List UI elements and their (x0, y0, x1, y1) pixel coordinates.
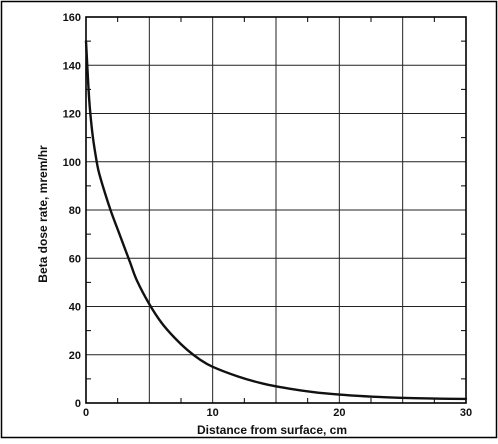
y-tick-label: 120 (63, 109, 81, 121)
y-tick-label: 80 (69, 205, 81, 217)
plot-area (85, 16, 467, 404)
x-axis-ticks: 0 10 20 30 (83, 17, 472, 419)
y-tick-label: 140 (63, 60, 81, 72)
x-tick-label: 10 (207, 407, 219, 419)
grid-lines (86, 17, 466, 403)
x-tick-label: 20 (333, 407, 345, 419)
y-tick-label: 20 (69, 350, 81, 362)
x-tick-label: 30 (460, 407, 472, 419)
x-axis-label: Distance from surface, cm (197, 423, 347, 437)
y-tick-label: 60 (69, 253, 81, 265)
y-axis-ticks: 0 20 40 60 80 100 120 140 160 (63, 12, 466, 410)
y-tick-label: 0 (75, 398, 81, 410)
series-group (84, 39, 468, 401)
series-line (84, 39, 468, 401)
y-axis-label: Beta dose rate, mrem/hr (36, 145, 50, 283)
x-tick-label: 0 (83, 407, 89, 419)
y-tick-label: 40 (69, 302, 81, 314)
y-tick-label: 160 (63, 12, 81, 24)
y-tick-label: 100 (63, 157, 81, 169)
